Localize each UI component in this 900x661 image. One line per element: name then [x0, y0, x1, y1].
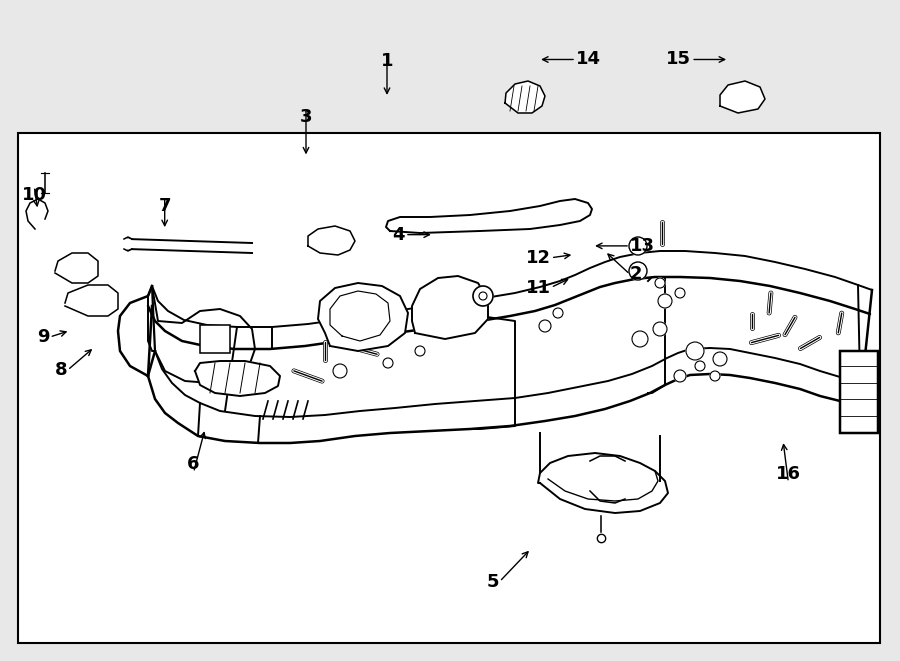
Circle shape	[629, 237, 647, 255]
Polygon shape	[55, 253, 98, 283]
Text: 5: 5	[487, 572, 500, 591]
Circle shape	[383, 358, 393, 368]
Circle shape	[333, 364, 347, 378]
Polygon shape	[412, 276, 488, 339]
Circle shape	[553, 308, 563, 318]
Polygon shape	[505, 81, 545, 113]
Polygon shape	[318, 283, 408, 351]
Bar	[840, 351, 878, 433]
Ellipse shape	[124, 239, 132, 249]
Text: 3: 3	[300, 108, 312, 126]
Bar	[200, 325, 230, 353]
Circle shape	[674, 370, 686, 382]
Text: 4: 4	[392, 225, 405, 244]
Circle shape	[710, 371, 720, 381]
Circle shape	[655, 278, 665, 288]
Circle shape	[686, 342, 704, 360]
Polygon shape	[65, 285, 118, 316]
Circle shape	[653, 322, 667, 336]
Circle shape	[695, 361, 705, 371]
Text: 7: 7	[158, 197, 171, 215]
Text: 15: 15	[666, 50, 691, 69]
Polygon shape	[195, 361, 280, 396]
Text: 10: 10	[22, 186, 47, 204]
Circle shape	[629, 262, 647, 280]
Circle shape	[473, 286, 493, 306]
Circle shape	[632, 331, 648, 347]
Circle shape	[713, 352, 727, 366]
Circle shape	[539, 320, 551, 332]
Polygon shape	[720, 81, 765, 113]
Polygon shape	[148, 286, 255, 383]
Text: 1: 1	[381, 52, 393, 69]
Text: 2: 2	[630, 265, 643, 284]
Text: 11: 11	[526, 278, 551, 297]
Text: 13: 13	[630, 237, 655, 255]
Circle shape	[415, 346, 425, 356]
Text: 14: 14	[576, 50, 601, 69]
Bar	[18, 133, 880, 643]
Text: 12: 12	[526, 249, 551, 267]
Polygon shape	[386, 199, 592, 233]
Text: 6: 6	[187, 455, 200, 473]
Text: 9: 9	[37, 328, 50, 346]
Text: 8: 8	[55, 361, 68, 379]
Text: 16: 16	[776, 465, 801, 483]
Polygon shape	[308, 226, 355, 255]
Circle shape	[658, 294, 672, 308]
Circle shape	[675, 288, 685, 298]
